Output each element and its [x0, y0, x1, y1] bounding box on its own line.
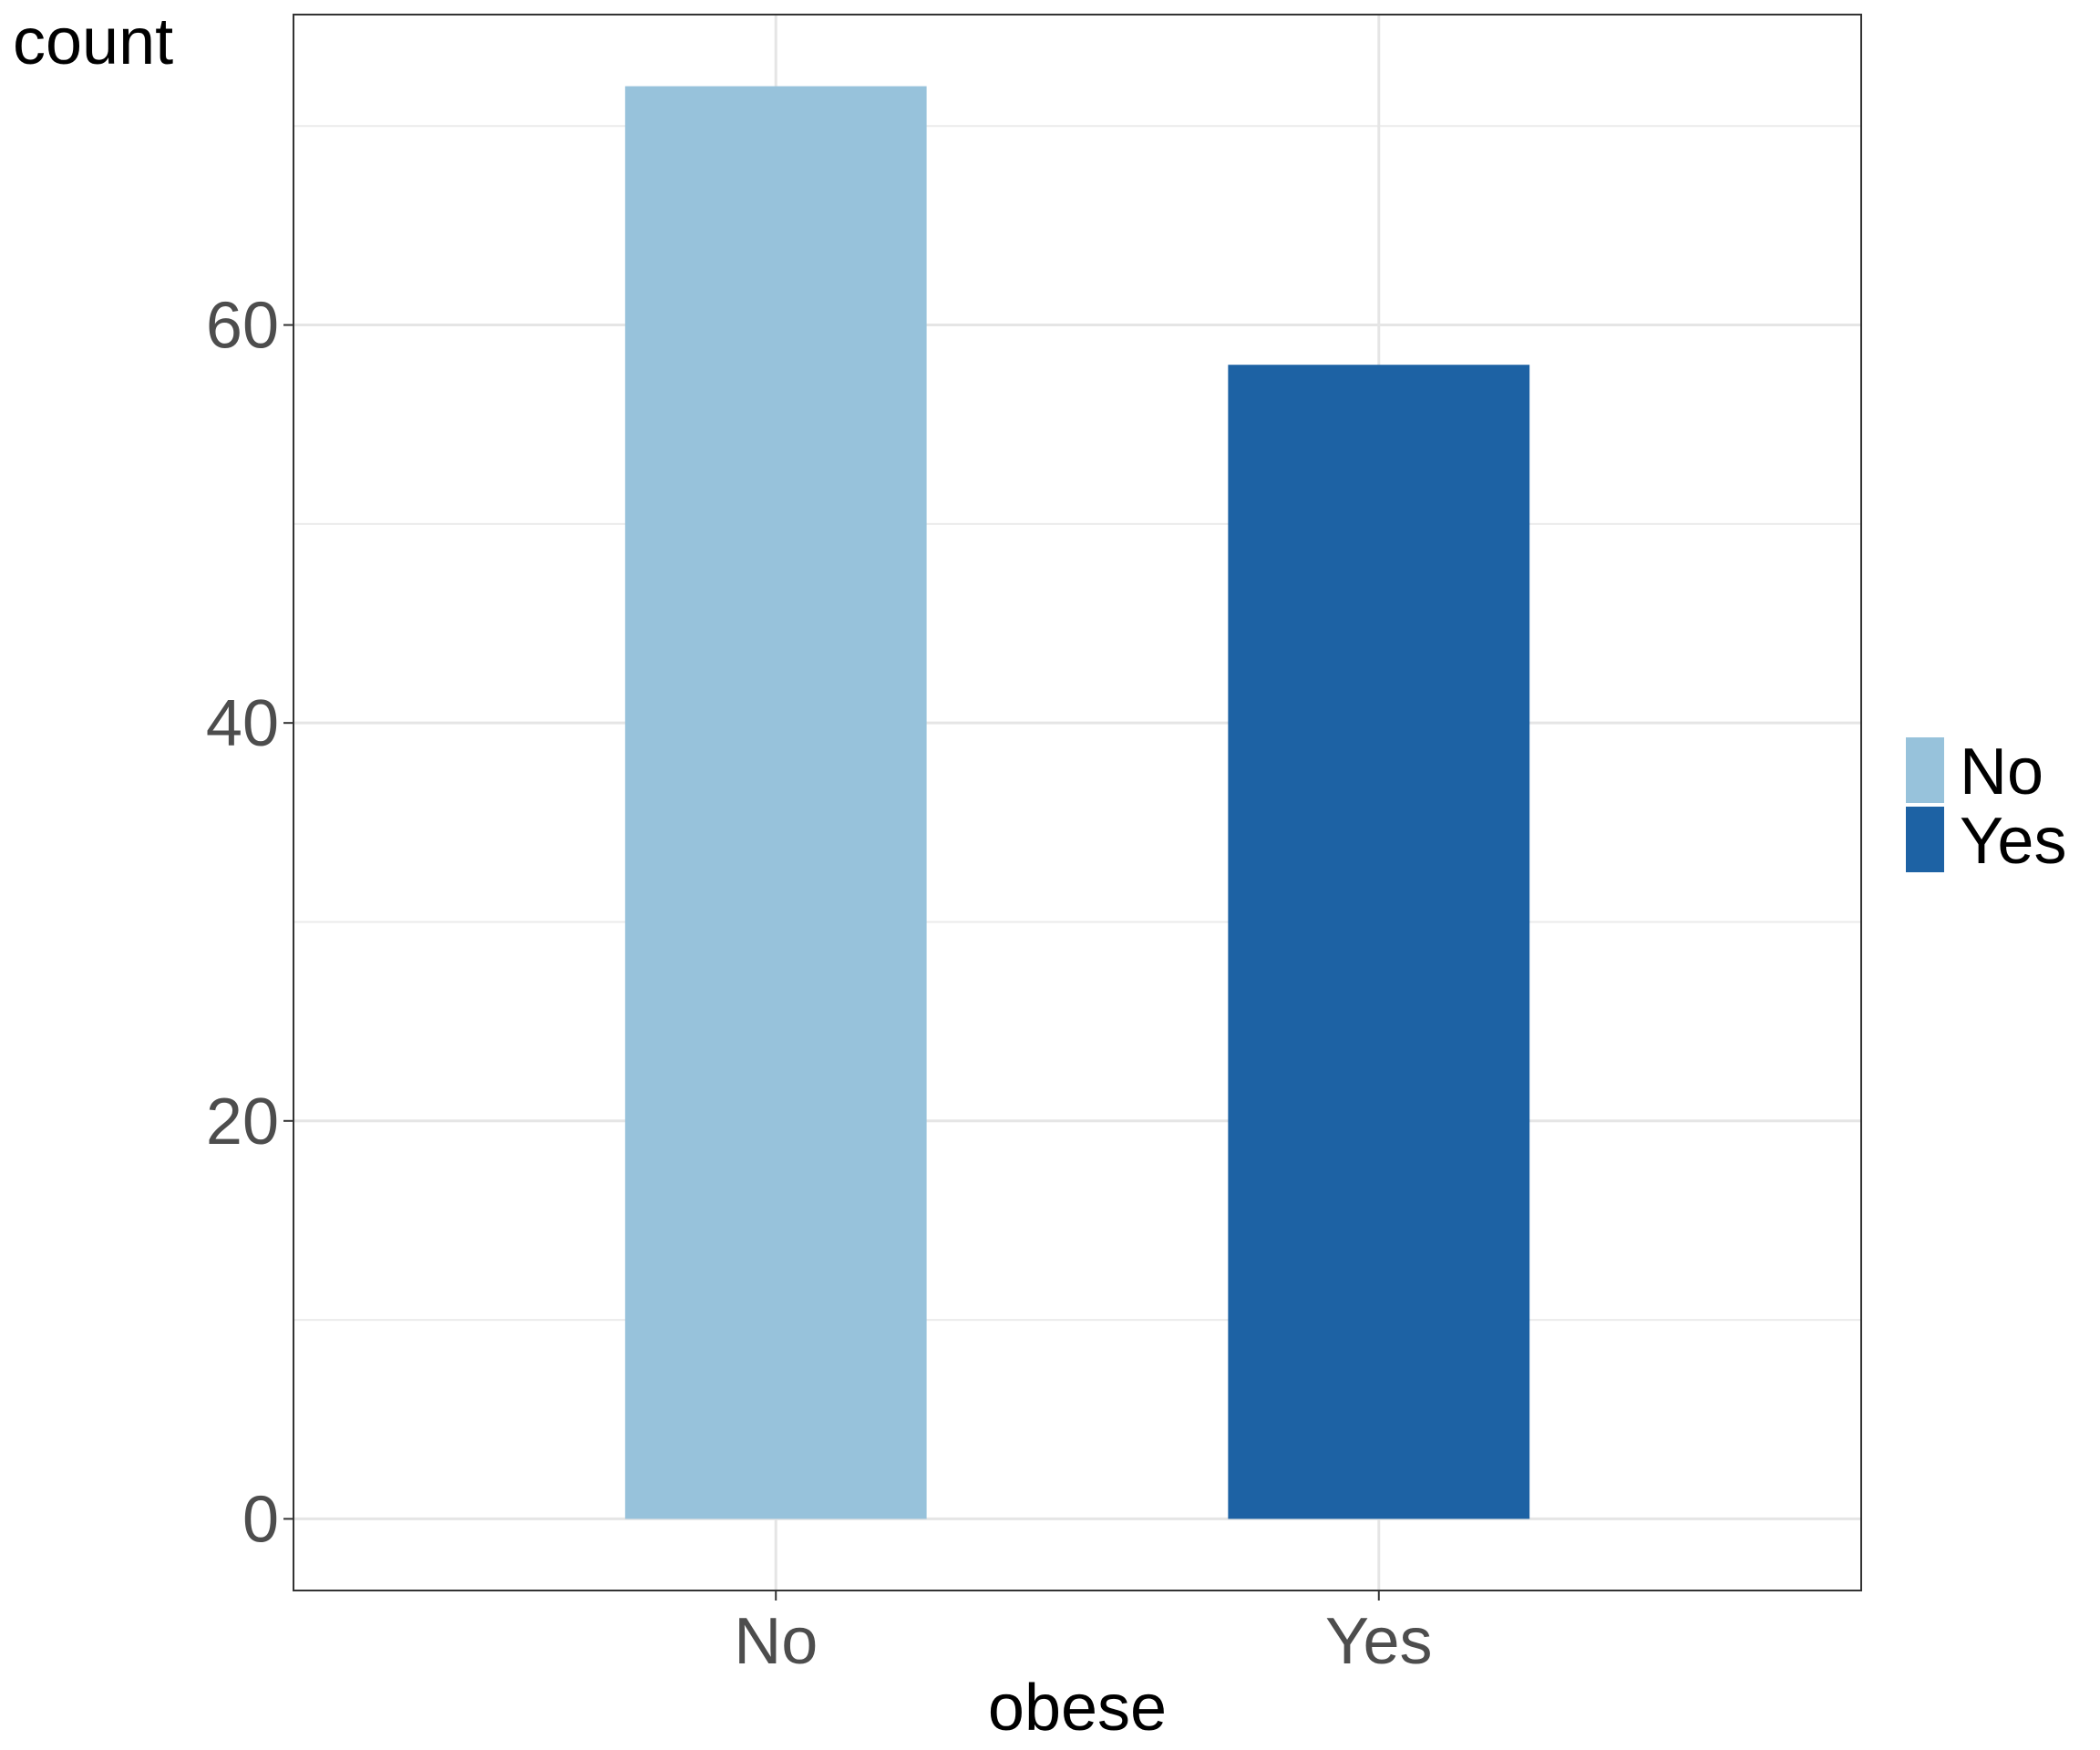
x-tick-label: Yes	[1325, 1605, 1432, 1678]
legend-key-no	[1904, 736, 1946, 805]
y-tick-label: 60	[206, 290, 279, 363]
y-tick-label: 20	[206, 1086, 279, 1158]
panel-border	[293, 14, 1862, 1591]
legend-label: Yes	[1960, 805, 2066, 878]
x-axis: No Yes	[734, 1590, 1433, 1678]
bar-yes	[1228, 365, 1530, 1519]
y-axis: 0 20 40 60	[206, 290, 293, 1556]
x-tick-label: No	[734, 1605, 818, 1678]
legend-key-yes	[1904, 805, 1946, 874]
bars	[624, 86, 1530, 1519]
y-axis-title: count	[13, 5, 173, 78]
bar-no	[624, 86, 927, 1519]
y-tick-label: 40	[206, 687, 279, 760]
legend-label: No	[1960, 736, 2043, 808]
x-axis-title: obese	[988, 1672, 1167, 1745]
y-tick-label: 0	[242, 1483, 279, 1556]
